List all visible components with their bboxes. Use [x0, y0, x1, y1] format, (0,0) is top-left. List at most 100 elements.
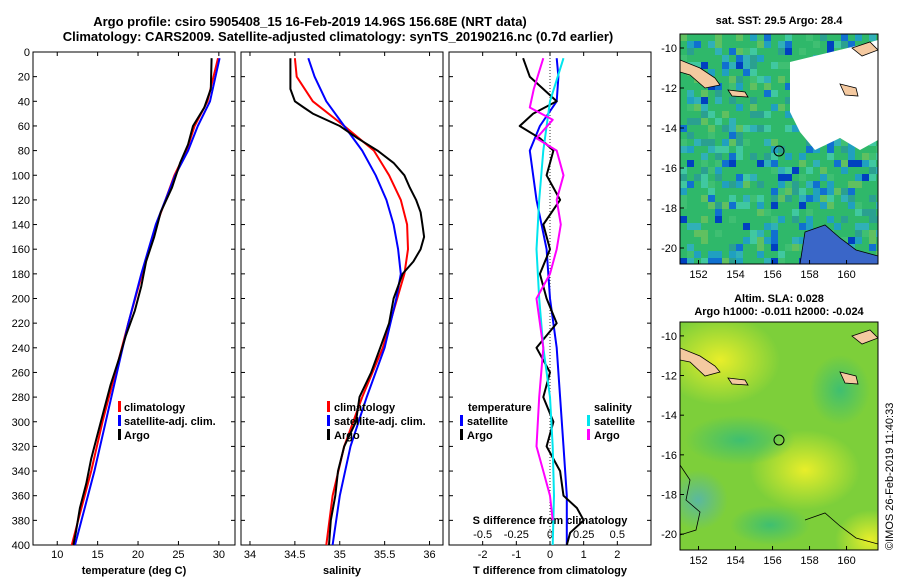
- sst-cell: [708, 146, 715, 153]
- sst-cell: [799, 223, 806, 230]
- temperature-legend: climatology satellite-adj. clim. Argo: [118, 401, 216, 442]
- sst-cell: [827, 195, 834, 202]
- map-x-tick-label: 154: [726, 269, 744, 281]
- sst-cell: [736, 258, 743, 264]
- sst-cell: [687, 41, 694, 48]
- depth-tick-label: 280: [12, 392, 30, 404]
- sst-cell: [694, 118, 701, 125]
- sst-cell: [743, 97, 750, 104]
- legend-swatch-argo: [118, 429, 121, 440]
- sst-cell: [708, 41, 715, 48]
- sst-cell: [715, 83, 722, 90]
- sst-cell: [715, 97, 722, 104]
- sst-cell: [855, 160, 862, 167]
- sst-cell: [694, 97, 701, 104]
- sst-cell: [785, 41, 792, 48]
- sst-cell: [771, 244, 778, 251]
- sst-cell: [736, 125, 743, 132]
- x-tick-label: 34.5: [284, 549, 305, 561]
- land-island: [851, 329, 878, 345]
- sst-cell: [722, 69, 729, 76]
- sst-cell: [834, 153, 841, 160]
- sst-cell: [687, 104, 694, 111]
- sst-cell: [827, 153, 834, 160]
- sla-frame: [679, 321, 879, 551]
- sst-cell: [785, 167, 792, 174]
- sst-cell: [764, 167, 771, 174]
- series-line-argo: [72, 58, 213, 546]
- sst-cell: [827, 181, 834, 188]
- legend-swatch-s-satellite: [587, 415, 590, 426]
- x-tick-label: -1: [511, 549, 521, 561]
- legend-argo: Argo: [334, 430, 360, 442]
- sst-cell: [764, 258, 771, 264]
- sst-cell: [715, 41, 722, 48]
- sst-cell: [736, 83, 743, 90]
- sst-cell: [743, 174, 750, 181]
- legend-swatch-t-argo: [460, 429, 463, 440]
- sst-cell: [862, 160, 869, 167]
- sst-cell: [806, 146, 813, 153]
- sst-cell: [855, 181, 862, 188]
- sst-cell: [771, 195, 778, 202]
- sst-ticks: 152 154 156 158 160 -10 -12 -14 -16 -18 -20: [661, 43, 856, 281]
- sst-cell: [869, 34, 876, 41]
- depth-tick-label: 200: [12, 294, 30, 306]
- sst-cell: [806, 181, 813, 188]
- sst-cell: [687, 258, 694, 264]
- sst-cell: [785, 153, 792, 160]
- depth-tick-label: 0: [24, 47, 30, 59]
- sst-cell: [694, 104, 701, 111]
- sst-cell: [750, 181, 757, 188]
- sst-cell: [750, 34, 757, 41]
- sst-cell: [869, 244, 876, 251]
- sst-cell: [764, 223, 771, 230]
- sst-cell: [722, 62, 729, 69]
- sst-cell: [785, 188, 792, 195]
- sst-cell: [729, 125, 736, 132]
- sst-cell: [771, 188, 778, 195]
- x2-tick-label: 0: [547, 529, 553, 541]
- sst-cell: [792, 258, 799, 264]
- sst-map-title: sat. SST: 29.5 Argo: 28.4: [716, 15, 844, 27]
- land-island: [727, 89, 749, 98]
- legend-swatch-t-satellite: [460, 415, 463, 426]
- sst-cell: [785, 125, 792, 132]
- sst-cell: [876, 230, 878, 237]
- sst-cell: [778, 195, 785, 202]
- sst-cell: [785, 181, 792, 188]
- sst-cell: [708, 111, 715, 118]
- legend-t-satellite: satellite: [467, 416, 508, 428]
- sst-cell: [834, 160, 841, 167]
- sst-cell: [757, 251, 764, 258]
- sst-cell: [778, 209, 785, 216]
- depth-tick-label: 180: [12, 269, 30, 281]
- sst-map: 152 154 156 158 160 -10 -12 -14 -16 -18 -20: [661, 33, 879, 281]
- sst-cell: [694, 62, 701, 69]
- map-y-tick-label: -10: [661, 331, 677, 343]
- sst-cell: [785, 62, 792, 69]
- sst-cell: [876, 202, 878, 209]
- sla-map: 152 154 156 158 160 -10 -12 -14 -16 -18 -20: [661, 321, 879, 567]
- sst-cell: [757, 195, 764, 202]
- sst-cell: [764, 83, 771, 90]
- x2-tick-label: 0.25: [573, 529, 594, 541]
- sst-cell: [715, 202, 722, 209]
- sst-cell: [757, 167, 764, 174]
- sst-cell: [736, 62, 743, 69]
- title-line-2: Climatology: CARS2009. Satellite-adjuste…: [63, 29, 614, 44]
- sst-cell: [841, 195, 848, 202]
- sst-cell: [827, 202, 834, 209]
- sst-cell: [792, 188, 799, 195]
- sst-cell: [743, 195, 750, 202]
- map-y-tick-label: -20: [661, 243, 677, 255]
- legend-s-argo: Argo: [594, 430, 620, 442]
- sst-cell: [764, 125, 771, 132]
- sst-cell: [869, 195, 876, 202]
- sst-cell: [785, 83, 792, 90]
- sst-cell: [792, 167, 799, 174]
- sst-cell: [687, 181, 694, 188]
- sst-cell: [694, 251, 701, 258]
- sst-cell: [708, 69, 715, 76]
- series-line-s-argo: [528, 57, 565, 521]
